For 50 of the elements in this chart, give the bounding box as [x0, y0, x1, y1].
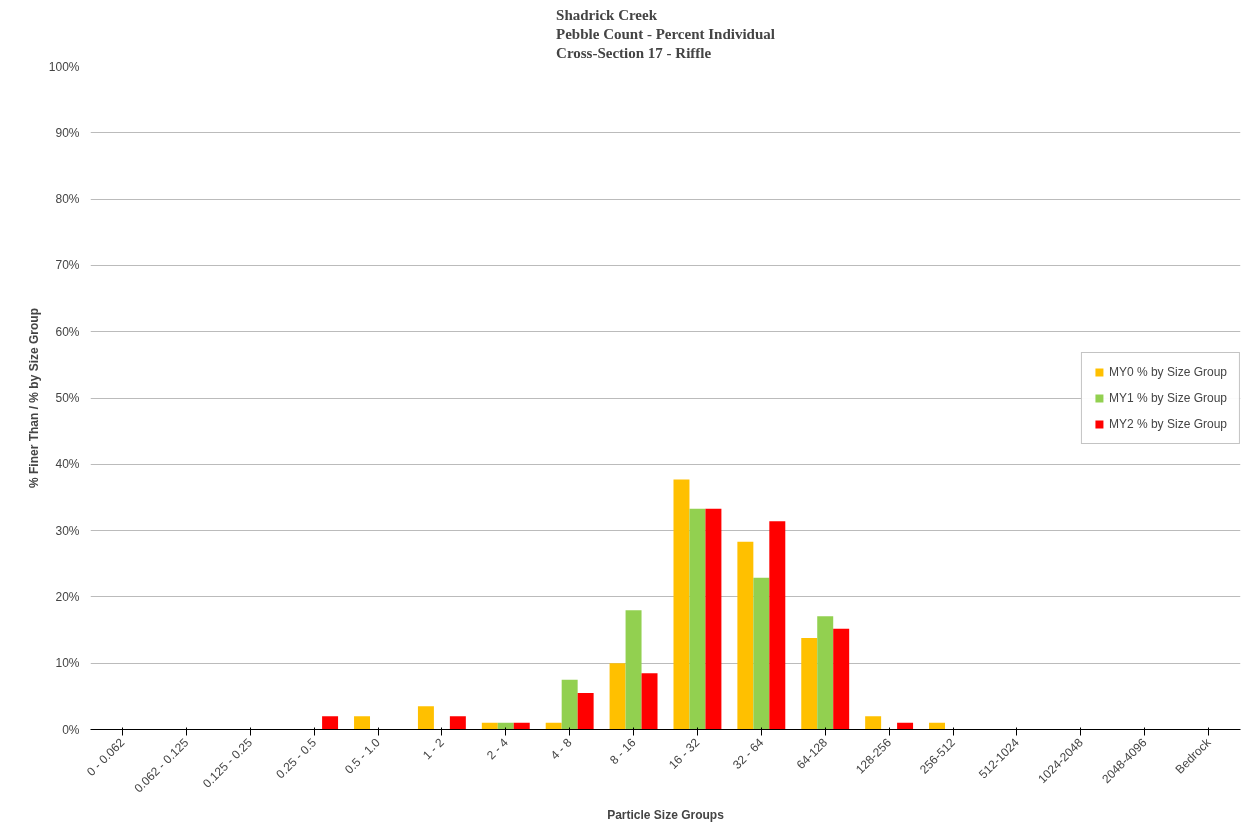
y-tick-label: 90%	[55, 125, 80, 140]
bar	[833, 628, 850, 730]
bar	[449, 716, 466, 730]
bar	[417, 706, 434, 730]
bar	[641, 673, 658, 730]
y-tick-label: 100%	[48, 59, 80, 74]
y-tick-label: 80%	[55, 192, 80, 207]
bar	[705, 508, 722, 730]
x-axis-title: Particle Size Groups	[607, 808, 725, 823]
y-tick-label: 30%	[55, 523, 80, 538]
y-tick-label: 20%	[55, 589, 80, 604]
legend-label: MY1 % by Size Group	[1108, 390, 1227, 405]
legend-label: MY2 % by Size Group	[1108, 416, 1227, 431]
x-tick-label: 1 - 2	[419, 735, 448, 763]
y-tick-label: 50%	[55, 391, 80, 405]
y-tick-label: 40%	[55, 457, 80, 472]
bar	[929, 722, 946, 730]
x-tick-label: 16 - 32	[666, 735, 703, 772]
y-tick-label: 10%	[55, 656, 80, 671]
bar	[689, 508, 706, 730]
bar	[497, 722, 514, 730]
bar	[625, 610, 642, 730]
bar	[769, 521, 786, 730]
chart-title: Shadrick Creek Pebble Count - Percent Individual Cross-Section 17 - Riffle	[556, 7, 775, 62]
y-axis-title: % Finer Than / % by Size Group	[26, 307, 41, 489]
bar	[354, 716, 371, 730]
bar	[577, 693, 594, 730]
bar	[481, 722, 498, 730]
bar	[865, 716, 882, 730]
bar	[753, 577, 770, 730]
x-tick-label: 0.5 - 1.0	[341, 735, 384, 777]
bar	[545, 722, 562, 730]
bar	[609, 663, 626, 730]
bar	[561, 679, 578, 730]
bar	[801, 638, 818, 730]
x-tick-label: 32 - 64	[729, 735, 767, 772]
bar	[673, 479, 690, 730]
y-tick-label: 0%	[62, 722, 80, 737]
legend-label: MY0 % by Size Group	[1108, 364, 1227, 379]
bar	[322, 716, 339, 730]
y-tick-label: 70%	[55, 258, 80, 273]
x-tick-label: 2 - 4	[483, 735, 511, 763]
x-tick-label: 4 - 8	[547, 735, 575, 763]
x-tick-label: 8 - 16	[606, 735, 639, 768]
bar	[897, 722, 914, 730]
bar	[817, 616, 834, 730]
bar	[737, 541, 754, 730]
y-tick-label: 60%	[55, 324, 80, 339]
bar	[513, 722, 530, 730]
x-tick-label: 0.25 - 0.5	[273, 735, 320, 782]
